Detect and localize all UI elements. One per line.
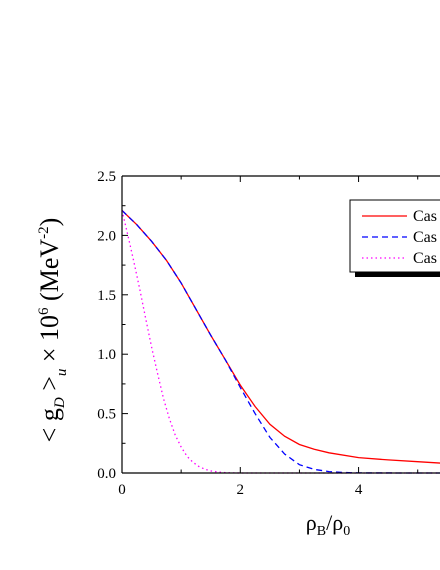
y-axis-title-exp: 6 <box>36 307 52 315</box>
legend-box <box>349 199 440 273</box>
x-tick-label: 0 <box>118 482 126 498</box>
y-tick-label: 0.5 <box>97 407 116 423</box>
x-axis-title-main: ρ <box>306 510 317 535</box>
legend: Cas Cas Cas <box>349 199 440 277</box>
y-tick-label: 0.0 <box>97 466 116 482</box>
y-axis-title: < gD >u × 106 (MeV-2) <box>35 218 70 443</box>
legend-label-3: Cas <box>413 250 437 267</box>
y-axis-title-unit: (MeV <box>35 239 64 308</box>
x-tick-label: 4 <box>355 482 363 498</box>
legend-label-1: Cas <box>413 208 437 225</box>
x-tick-label: 2 <box>237 482 245 498</box>
x-axis-title-sub2: 0 <box>343 524 350 539</box>
y-tick-label: 1.0 <box>97 347 116 363</box>
y-axis-title-close: ) <box>35 218 64 227</box>
plot-area: 0.00.51.01.52.02.50246CasCasCas <box>97 169 440 498</box>
x-axis-title-sub1: B <box>317 524 326 539</box>
legend-label-2: Cas <box>413 229 437 246</box>
x-axis-title: ρB/ρ0 <box>306 510 350 539</box>
y-axis-title-sub2: u <box>54 369 70 377</box>
y-tick-label: 1.5 <box>97 288 116 304</box>
x-axis-title-slash: /ρ <box>326 510 343 535</box>
y-axis-title-sub1: D <box>52 397 68 409</box>
y-tick-label: 2.5 <box>97 169 116 185</box>
y-tick-label: 2.0 <box>97 228 116 244</box>
y-axis-title-post: > <box>35 376 64 397</box>
y-axis-title-times: × 10 <box>35 315 64 369</box>
y-axis-title-pre: < g <box>35 408 64 442</box>
y-axis-title-unit-exp: -2 <box>36 226 52 239</box>
